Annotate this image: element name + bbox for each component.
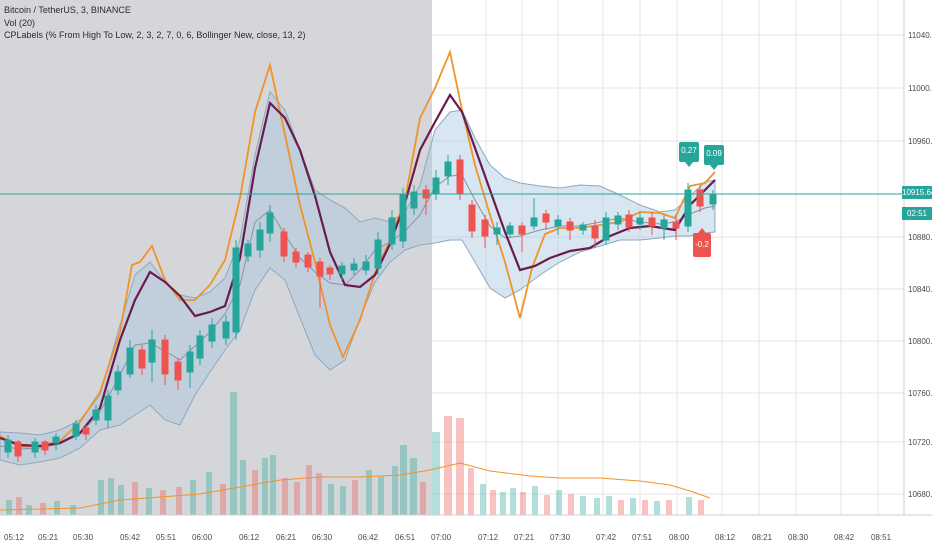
- signal-label-up: 0.27: [679, 142, 699, 162]
- time-tick: 08:21: [752, 533, 773, 542]
- chart-legend: Bitcoin / TetherUS, 3, BINANCE Vol (20) …: [4, 4, 305, 42]
- time-tick: 07:21: [514, 533, 535, 542]
- signal-pointer: [685, 162, 693, 167]
- price-tick: 10760.00: [908, 389, 932, 398]
- average-purple-line: [0, 92, 716, 448]
- time-tick: 08:12: [715, 533, 736, 542]
- volume-ma-line: [0, 462, 711, 511]
- time-tick: 08:30: [788, 533, 809, 542]
- current-price-tag: 10915.64: [902, 186, 932, 199]
- band-middle-line: [0, 174, 716, 450]
- price-tick: 10800.00: [908, 337, 932, 346]
- symbol-title[interactable]: Bitcoin / TetherUS, 3, BINANCE: [4, 5, 131, 15]
- grid: [432, 0, 904, 515]
- time-tick: 07:42: [596, 533, 617, 542]
- time-tick: 06:00: [192, 533, 213, 542]
- time-tick: 06:12: [239, 533, 260, 542]
- time-tick: 07:30: [550, 533, 571, 542]
- time-tick: 07:12: [478, 533, 499, 542]
- time-tick: 05:51: [156, 533, 177, 542]
- signal-label-up: 0.09: [704, 145, 724, 165]
- time-tick: 08:42: [834, 533, 855, 542]
- time-tick: 05:42: [120, 533, 141, 542]
- time-tick: 05:30: [73, 533, 94, 542]
- price-tick: 11000.00: [908, 84, 932, 93]
- time-tick: 05:12: [4, 533, 25, 542]
- signal-label-down: -0.2: [693, 233, 711, 257]
- candles: [4, 155, 717, 462]
- signal-pointer: [698, 228, 706, 233]
- price-tick: 10720.00: [908, 438, 932, 447]
- countdown-tag: 02:51: [902, 207, 932, 220]
- volume-indicator-label[interactable]: Vol (20): [4, 17, 36, 28]
- price-tick: 11040.00: [908, 31, 932, 40]
- price-tick: 10880.00: [908, 233, 932, 242]
- time-tick: 06:30: [312, 533, 333, 542]
- upper-orange-line: [0, 48, 716, 448]
- time-tick: 07:51: [632, 533, 653, 542]
- time-tick: 05:21: [38, 533, 59, 542]
- signal-label-up-text: 0.27: [681, 146, 697, 155]
- signal-label-down-text: -0.2: [695, 240, 709, 249]
- time-tick: 06:21: [276, 533, 297, 542]
- time-tick: 06:42: [358, 533, 379, 542]
- signal-label-up-text: 0.09: [706, 149, 722, 158]
- time-tick: 06:51: [395, 533, 416, 542]
- price-tick: 10960.00: [908, 137, 932, 146]
- price-tick: 10680.00: [908, 490, 932, 499]
- cplabels-indicator-label[interactable]: CPLabels (% From High To Low, 2, 3, 2, 7…: [4, 30, 306, 40]
- time-tick: 07:00: [431, 533, 452, 542]
- time-axis[interactable]: 05:12 05:21 05:30 05:42 05:51 06:00 06:1…: [4, 533, 892, 542]
- price-axis[interactable]: 11040.00 11000.00 10960.00 10880.00 1084…: [908, 31, 932, 499]
- time-tick: 08:00: [669, 533, 690, 542]
- signal-pointer: [710, 165, 718, 170]
- time-tick: 08:51: [871, 533, 892, 542]
- price-tick: 10840.00: [908, 285, 932, 294]
